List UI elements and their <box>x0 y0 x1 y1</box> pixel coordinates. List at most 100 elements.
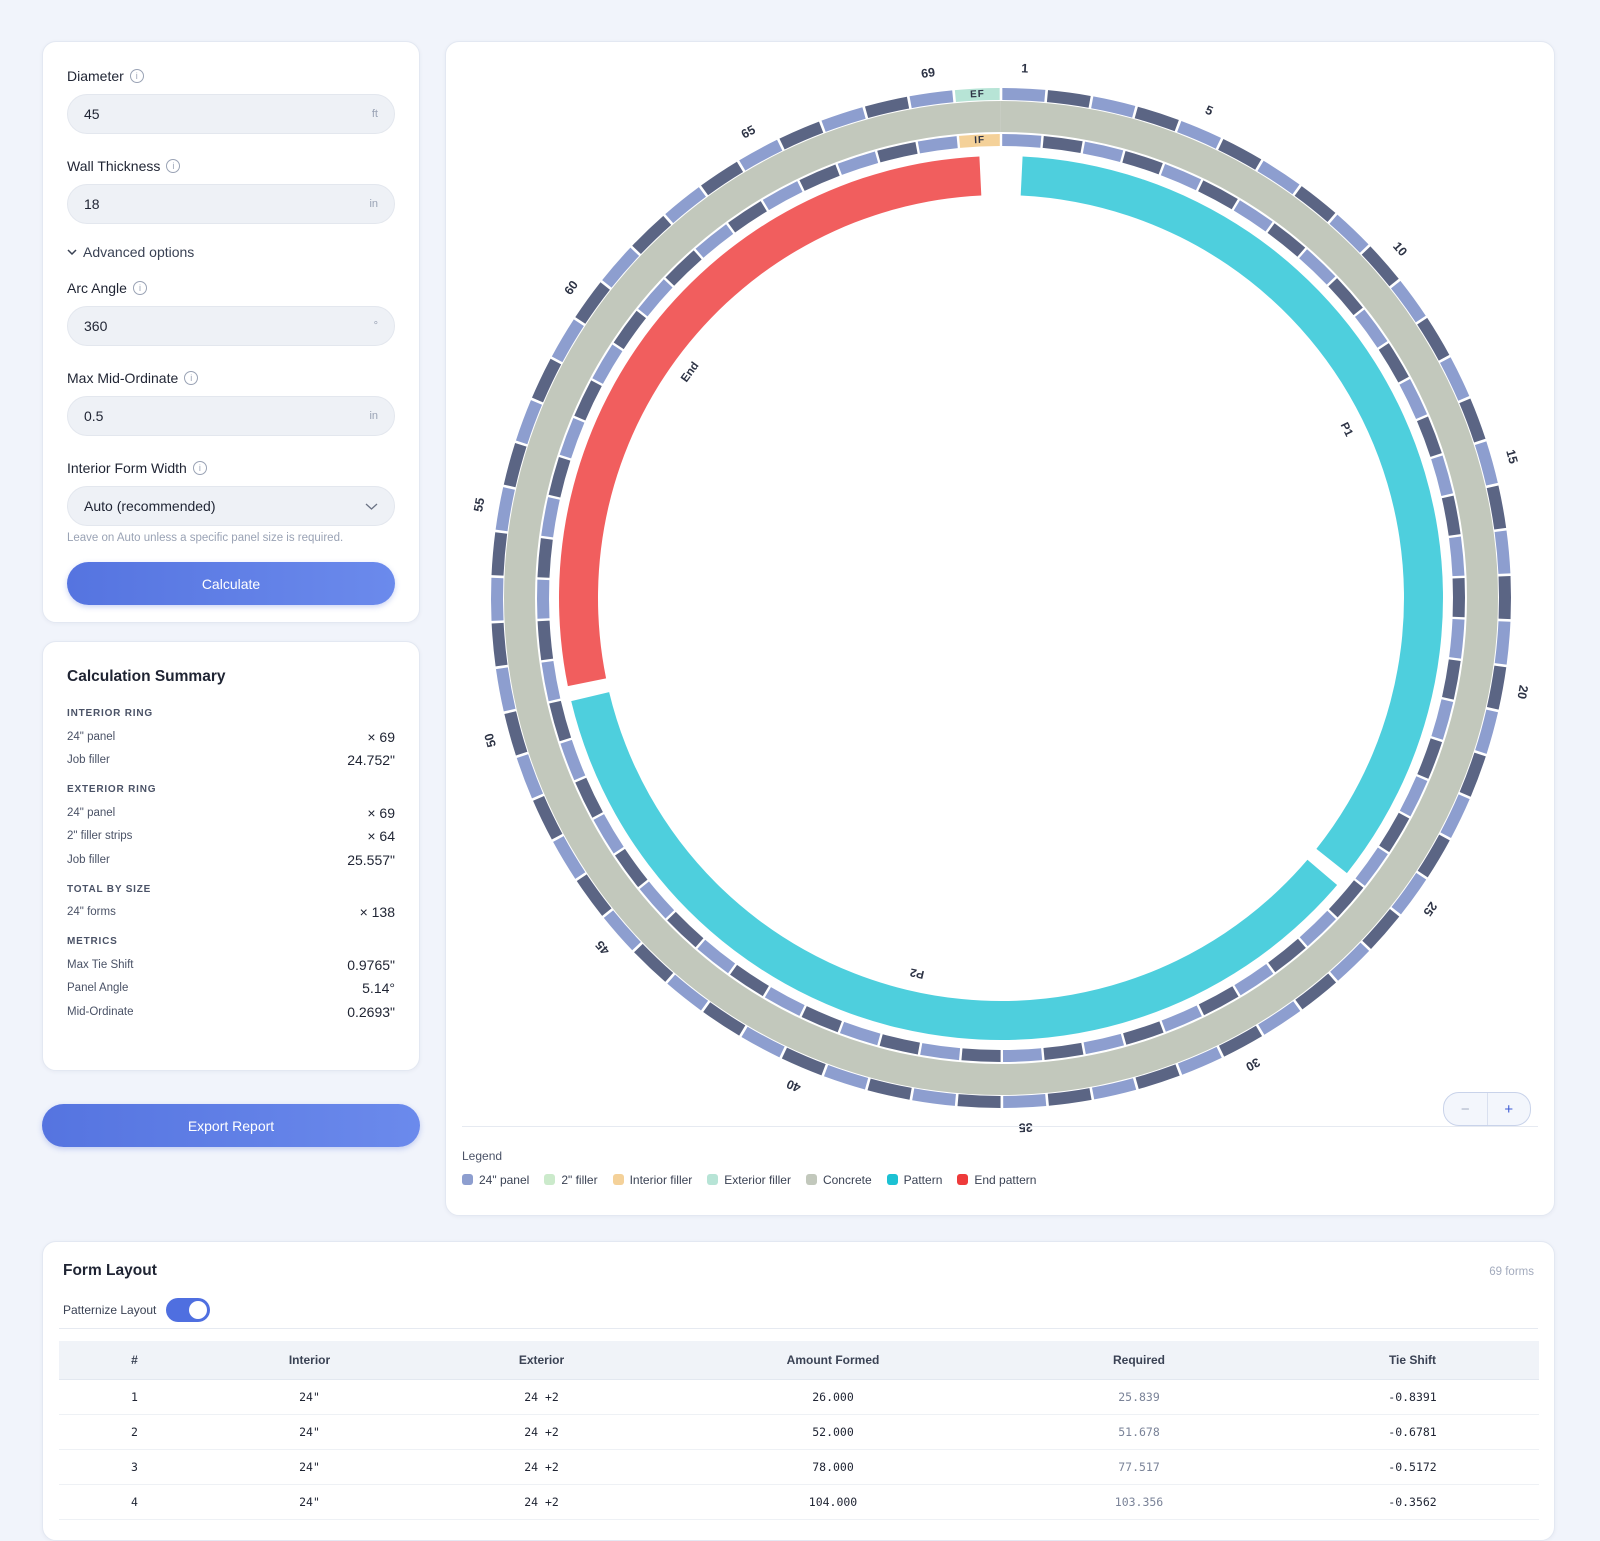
calculate-button[interactable]: Calculate <box>67 562 395 605</box>
layout-card: Form Layout 69 forms Patternize Layout #… <box>42 1241 1555 1541</box>
form-panel <box>575 777 603 818</box>
section-heading: METRICS <box>67 936 118 947</box>
select-input[interactable]: Auto (recommended) <box>67 486 395 526</box>
toggle-switch[interactable] <box>166 1298 211 1322</box>
summary-row: 2" filler strips × 64 <box>67 825 395 849</box>
zoom-out[interactable]: − <box>1444 1093 1488 1125</box>
form-panel <box>1449 536 1465 577</box>
text-input[interactable]: 18 in <box>67 184 395 224</box>
table-cell: 24 +2 <box>409 1484 674 1520</box>
form-panel <box>602 247 640 288</box>
form-panel <box>1233 200 1273 232</box>
ring-number: 5 <box>1203 103 1215 119</box>
form-panel <box>1494 530 1511 574</box>
advanced-toggle[interactable]: Advanced options <box>67 242 395 262</box>
row-value: × 69 <box>367 804 395 821</box>
exterior-filler <box>954 88 1000 103</box>
form-panel <box>879 1034 920 1055</box>
form-panel <box>541 497 560 538</box>
end-pattern-arc <box>559 156 982 687</box>
form-panel <box>638 279 673 317</box>
toggle-label: Patternize Layout <box>63 1303 157 1317</box>
form-panel <box>1399 776 1428 817</box>
label-text: Interior Form Width <box>67 460 187 476</box>
form-panel <box>1441 495 1461 536</box>
form-panel <box>1449 619 1465 659</box>
summary-title: Calculation Summary <box>67 668 226 685</box>
page: Diameter i 45 ft Wall Thickness i 18 in Advanced… <box>42 41 1555 1541</box>
info-icon: i <box>129 69 144 83</box>
form-panel <box>1361 246 1399 287</box>
section-heading: INTERIOR RING <box>67 708 153 719</box>
form-panel <box>961 1048 1001 1062</box>
form-panel <box>823 1065 869 1090</box>
form-panel <box>667 911 704 948</box>
export-button[interactable]: Export Report <box>42 1104 420 1147</box>
table-cell: 52.000 <box>674 1414 992 1450</box>
form-panel <box>1355 847 1388 886</box>
row-label: Panel Angle <box>67 982 129 995</box>
row-label: Max Tie Shift <box>67 958 134 971</box>
summary-row: Mid-Ordinate 0.2693" <box>67 1000 395 1024</box>
form-panel <box>1295 973 1337 1010</box>
table-cell: 77.517 <box>992 1449 1286 1485</box>
zoom-in[interactable]: + <box>1504 1100 1514 1118</box>
ring-number: 65 <box>739 123 758 142</box>
form-panel <box>1379 812 1410 853</box>
form-panel <box>877 141 918 163</box>
form-panel <box>1003 1094 1047 1108</box>
form-panel <box>553 836 586 879</box>
legend-swatch <box>612 1174 624 1185</box>
info-icon: i <box>192 461 207 475</box>
form-panel <box>781 1047 826 1076</box>
form-panel <box>1123 1021 1164 1045</box>
info-icon: i <box>132 281 147 295</box>
form-panel <box>1486 485 1507 530</box>
form-panel <box>504 711 528 756</box>
form-panel <box>1268 938 1306 973</box>
column-header: # <box>59 1341 210 1380</box>
legend-label: Interior filler <box>629 1172 693 1187</box>
form-panel <box>491 622 508 667</box>
form-panel <box>560 739 586 781</box>
text-input[interactable]: 0.5 in <box>67 396 395 436</box>
column-header: Required <box>992 1341 1286 1380</box>
table-cell: 103.356 <box>992 1484 1286 1520</box>
text-input[interactable]: 360 ° <box>67 306 395 346</box>
form-panel <box>764 987 805 1016</box>
form-panel <box>1135 1064 1180 1090</box>
form-panel <box>1047 1088 1092 1106</box>
layout-table: # Interior Exterior Amount Formed Required Ti… <box>59 1341 1539 1520</box>
divider <box>462 1126 1538 1127</box>
legend-label: 24" panel <box>479 1172 530 1187</box>
row-label: 2" filler strips <box>67 830 133 843</box>
form-panel <box>1218 139 1262 170</box>
row-label: 24" panel <box>67 806 116 819</box>
form-panel <box>1257 160 1300 195</box>
form-panel <box>1330 942 1370 981</box>
form-panel <box>632 215 672 255</box>
field-label: Diameter i <box>67 66 395 86</box>
header-row: # Interior Exterior Amount Formed Required Ti… <box>59 1341 1539 1380</box>
table-row: 4 24" 24 +2 104.000 103.356 -0.3562 <box>59 1484 1539 1520</box>
form-panel <box>1046 90 1091 108</box>
table-cell: 24 +2 <box>409 1379 674 1415</box>
form-panel <box>548 457 571 498</box>
text-input[interactable]: 45 ft <box>67 94 395 134</box>
row-value: × 138 <box>359 904 395 921</box>
form-panel <box>1362 909 1400 949</box>
concrete-ring <box>503 101 1498 1095</box>
ring-number: 10 <box>1390 239 1410 259</box>
form-panel <box>1092 1078 1137 1100</box>
table-cell: 104.000 <box>674 1484 992 1520</box>
legend-title: Legend <box>462 1149 503 1163</box>
legend-item: Interior filler <box>612 1172 693 1187</box>
form-panel <box>1459 398 1486 443</box>
form-panel <box>537 620 554 661</box>
table-cell: 25.839 <box>992 1379 1286 1415</box>
section-heading: TOTAL BY SIZE <box>67 883 152 895</box>
form-panel <box>1440 357 1470 401</box>
diagram-card: EF IF 1 5 10 15 20 25 30 35 40 45 50 55 60 65 69 P1 P2 End … <box>445 41 1555 1216</box>
filler-label: EF <box>970 89 985 101</box>
pattern-label: P2 <box>909 965 925 980</box>
